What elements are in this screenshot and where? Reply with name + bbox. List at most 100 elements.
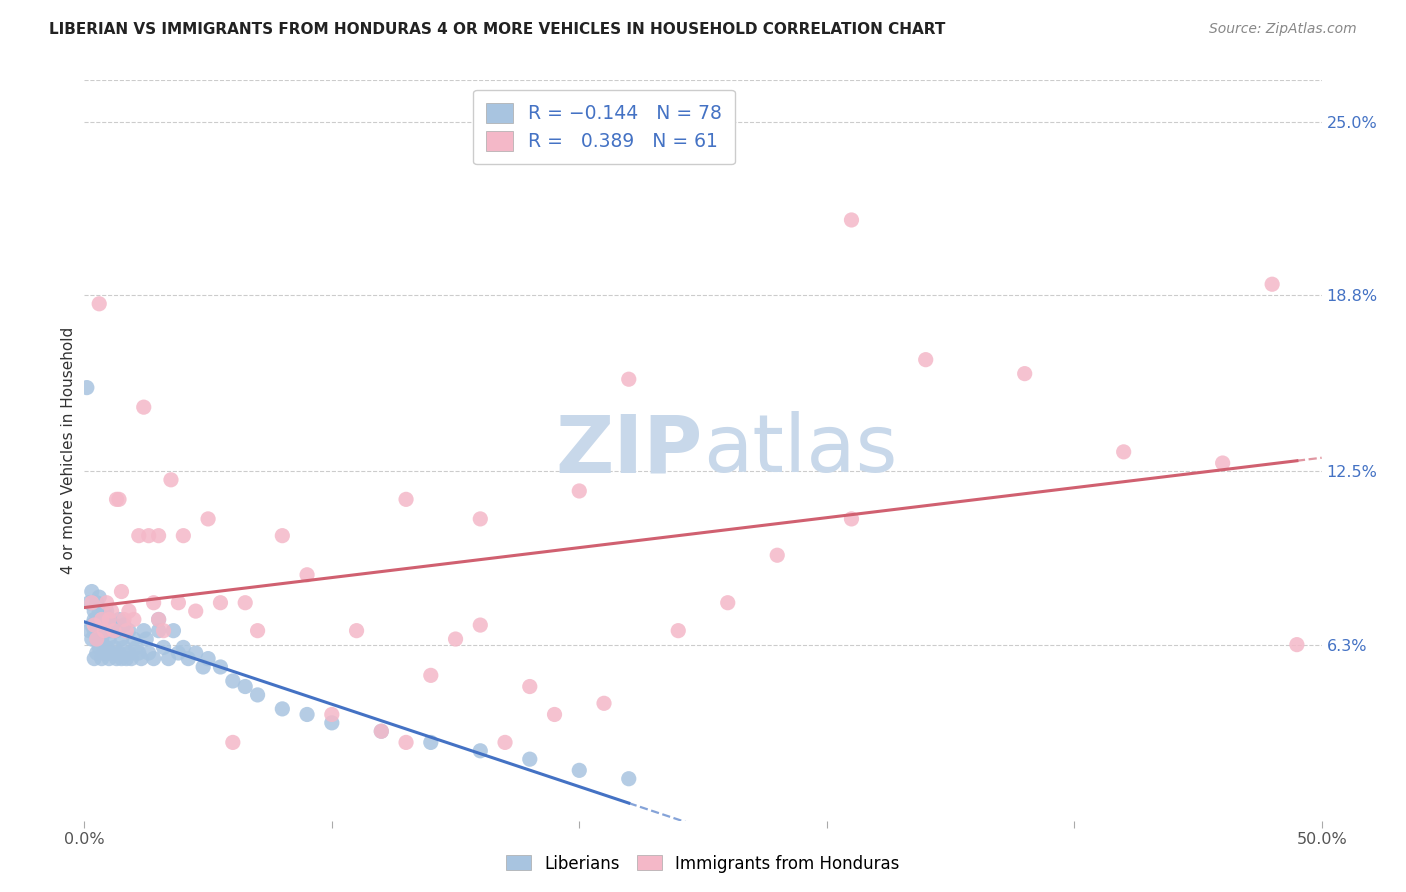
Point bbox=[100, 646, 122, 660]
Point bbox=[148, 612, 170, 626]
Point bbox=[89, 640, 111, 655]
Legend: R = −0.144   N = 78, R =   0.389   N = 61: R = −0.144 N = 78, R = 0.389 N = 61 bbox=[474, 90, 735, 164]
Point bbox=[666, 624, 689, 638]
Point bbox=[617, 772, 640, 786]
Point bbox=[83, 624, 105, 638]
Point bbox=[222, 673, 245, 688]
Point bbox=[184, 646, 207, 660]
Point bbox=[83, 651, 105, 665]
Point bbox=[148, 612, 170, 626]
Point bbox=[395, 735, 418, 749]
Point bbox=[1261, 277, 1284, 292]
Point bbox=[132, 400, 155, 414]
Point bbox=[246, 688, 269, 702]
Point bbox=[1212, 456, 1234, 470]
Point bbox=[142, 651, 165, 665]
Point bbox=[167, 646, 190, 660]
Point bbox=[86, 596, 108, 610]
Point bbox=[110, 632, 132, 646]
Point bbox=[118, 604, 141, 618]
Point bbox=[152, 640, 174, 655]
Point bbox=[122, 632, 145, 646]
Point bbox=[519, 680, 541, 694]
Point bbox=[86, 612, 108, 626]
Point bbox=[148, 624, 170, 638]
Point bbox=[108, 492, 131, 507]
Point bbox=[93, 624, 115, 638]
Point bbox=[157, 651, 180, 665]
Point bbox=[197, 651, 219, 665]
Point bbox=[617, 372, 640, 386]
Point bbox=[115, 624, 138, 638]
Point bbox=[105, 624, 128, 638]
Point bbox=[568, 764, 591, 778]
Point bbox=[90, 651, 112, 665]
Point bbox=[89, 590, 111, 604]
Point bbox=[160, 473, 183, 487]
Point bbox=[494, 735, 516, 749]
Point bbox=[148, 529, 170, 543]
Point bbox=[295, 707, 318, 722]
Point bbox=[1112, 445, 1135, 459]
Point bbox=[271, 702, 294, 716]
Point bbox=[138, 529, 160, 543]
Point bbox=[108, 612, 131, 626]
Point bbox=[90, 632, 112, 646]
Point bbox=[132, 624, 155, 638]
Point bbox=[128, 646, 150, 660]
Point bbox=[209, 596, 232, 610]
Point bbox=[96, 640, 118, 655]
Point bbox=[118, 646, 141, 660]
Point bbox=[100, 604, 122, 618]
Point bbox=[321, 715, 343, 730]
Point bbox=[295, 567, 318, 582]
Point bbox=[125, 640, 148, 655]
Point bbox=[370, 724, 392, 739]
Point bbox=[98, 632, 121, 646]
Point bbox=[112, 640, 135, 655]
Point bbox=[83, 618, 105, 632]
Point bbox=[167, 596, 190, 610]
Point bbox=[593, 696, 616, 710]
Point bbox=[172, 640, 194, 655]
Point bbox=[80, 632, 103, 646]
Point bbox=[914, 352, 936, 367]
Point bbox=[419, 735, 441, 749]
Point bbox=[841, 512, 863, 526]
Point bbox=[103, 624, 125, 638]
Point bbox=[142, 596, 165, 610]
Point bbox=[470, 512, 492, 526]
Point bbox=[184, 604, 207, 618]
Point bbox=[105, 651, 128, 665]
Point bbox=[86, 632, 108, 646]
Point bbox=[76, 381, 98, 395]
Text: LIBERIAN VS IMMIGRANTS FROM HONDURAS 4 OR MORE VEHICLES IN HOUSEHOLD CORRELATION: LIBERIAN VS IMMIGRANTS FROM HONDURAS 4 O… bbox=[49, 22, 946, 37]
Point bbox=[444, 632, 467, 646]
Point bbox=[93, 604, 115, 618]
Point bbox=[568, 483, 591, 498]
Point bbox=[108, 646, 131, 660]
Point bbox=[717, 596, 740, 610]
Point bbox=[470, 744, 492, 758]
Point bbox=[89, 604, 111, 618]
Point bbox=[197, 512, 219, 526]
Point bbox=[122, 612, 145, 626]
Point bbox=[766, 548, 789, 562]
Point bbox=[1014, 367, 1036, 381]
Point bbox=[118, 624, 141, 638]
Point bbox=[83, 604, 105, 618]
Point bbox=[470, 618, 492, 632]
Point bbox=[395, 492, 418, 507]
Point bbox=[96, 604, 118, 618]
Point bbox=[370, 724, 392, 739]
Point bbox=[80, 618, 103, 632]
Point bbox=[233, 680, 256, 694]
Point bbox=[1285, 638, 1308, 652]
Point bbox=[246, 624, 269, 638]
Point bbox=[519, 752, 541, 766]
Point bbox=[79, 624, 101, 638]
Point bbox=[79, 596, 101, 610]
Point bbox=[112, 612, 135, 626]
Point bbox=[86, 632, 108, 646]
Point bbox=[93, 624, 115, 638]
